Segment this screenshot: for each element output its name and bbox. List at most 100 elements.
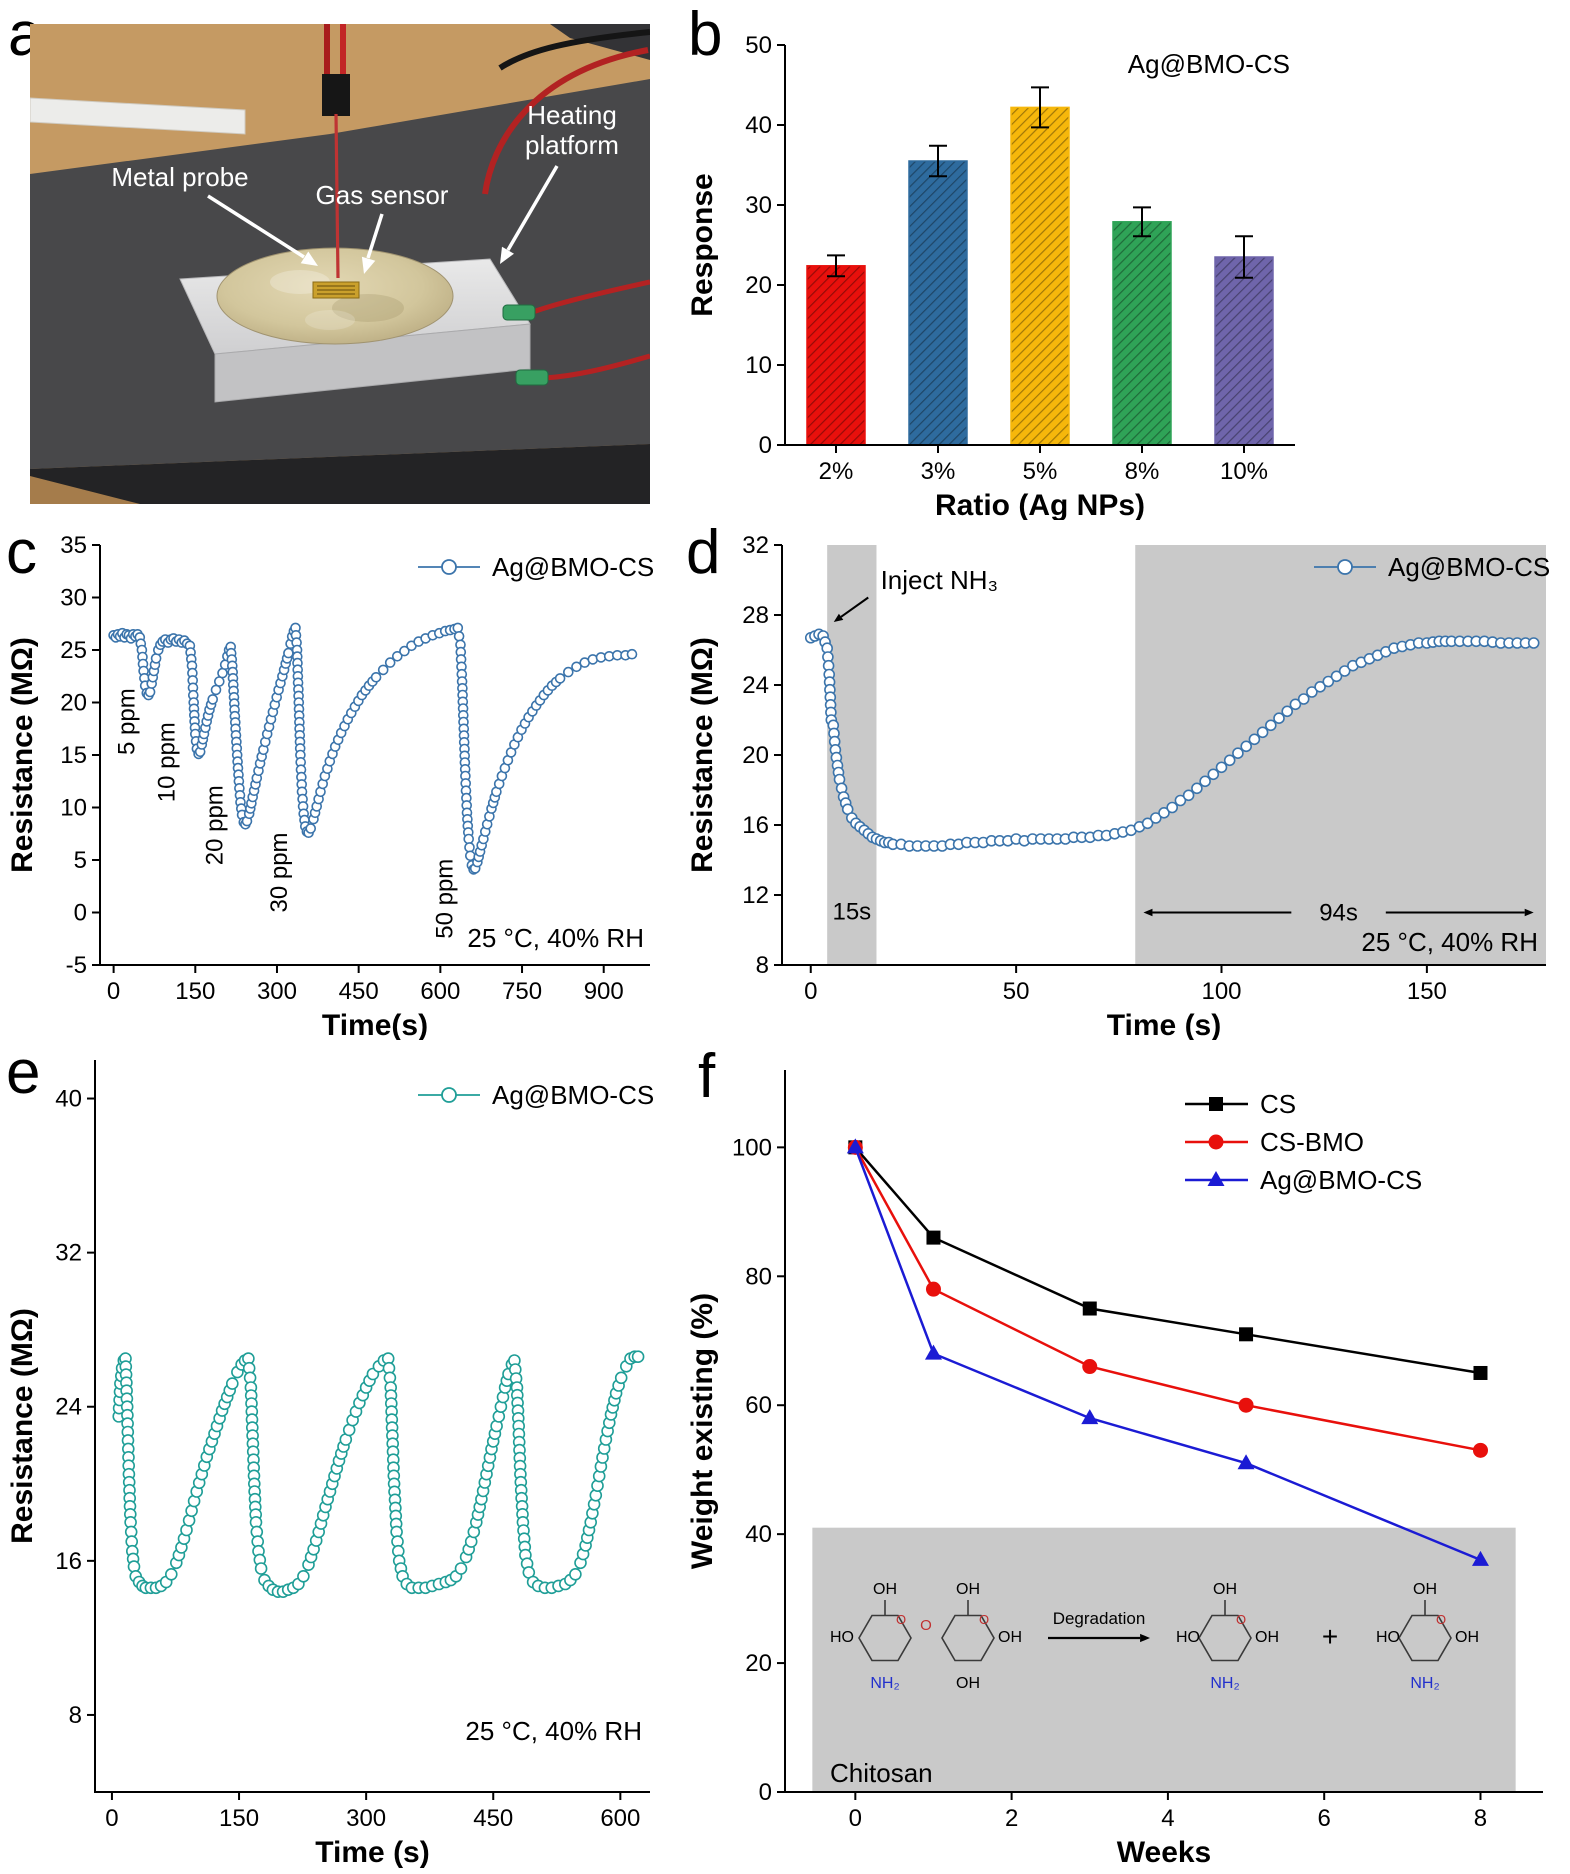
annotation-arrow <box>207 194 305 259</box>
ppm-annotation: 50 ppm <box>431 859 458 939</box>
panel-b-barchart: 0 10 20 30 40 50 2% 3% 5% 8% 10% Ratio (Ag NPs) Resp… <box>680 0 1570 522</box>
x-tick-label: 5% <box>1023 458 1058 485</box>
data-point-circle <box>1238 1397 1254 1413</box>
data-marker <box>370 672 382 683</box>
data-marker <box>1166 801 1179 814</box>
x-tick-label: 450 <box>473 1805 513 1832</box>
x-tick-label: 2% <box>819 458 854 485</box>
data-point-circle <box>925 1281 941 1297</box>
y-tick-label: 100 <box>732 1134 772 1161</box>
heating-platform-label-line2: platform <box>525 130 619 160</box>
data-marker <box>1527 637 1540 649</box>
y-tick-label: 32 <box>55 1240 82 1267</box>
data-marker <box>554 673 566 684</box>
terminal-connector <box>502 304 536 321</box>
red-wire <box>532 279 651 315</box>
y-tick-label: 10 <box>60 795 87 822</box>
probe-rail <box>29 97 246 135</box>
axes-spines <box>94 1060 650 1793</box>
data-point-circle <box>1472 1442 1488 1458</box>
shaded-region <box>1135 545 1546 965</box>
x-tick-label: 8 <box>1474 1805 1487 1832</box>
y-tick-label: 40 <box>745 112 772 139</box>
x-tick-label: 900 <box>584 978 624 1005</box>
series-line <box>854 1146 1481 1562</box>
heating-block-front <box>214 323 531 403</box>
ho-label: HO <box>1176 1629 1200 1646</box>
data-marker <box>1199 775 1211 788</box>
y-tick-label: 80 <box>745 1263 772 1290</box>
data-point-square <box>1082 1301 1097 1316</box>
y-axis-label: Resistance (MΩ) <box>6 637 39 873</box>
recovery-time-label: 94s <box>1319 900 1358 927</box>
x-axis-label: Time (s) <box>1107 1009 1221 1040</box>
data-marker <box>1158 806 1170 819</box>
legend-label: CS <box>1260 1089 1296 1119</box>
x-axis-label: Weeks <box>1117 1836 1212 1869</box>
oh-label: OH <box>1255 1629 1279 1646</box>
data-point-triangle <box>1207 1171 1225 1186</box>
data-marker <box>454 1562 468 1575</box>
data-point-triangle <box>1081 1409 1099 1425</box>
x-tick-label: 600 <box>420 978 460 1005</box>
y-axis-label: Response <box>686 173 719 316</box>
data-marker <box>1264 719 1277 732</box>
x-tick-label: 0 <box>849 1805 862 1832</box>
bridge-oxygen-label: O <box>920 1617 932 1634</box>
legend-label: Ag@BMO-CS <box>492 552 654 582</box>
terminal-connector <box>515 369 549 386</box>
data-point-triangle <box>1237 1454 1255 1470</box>
x-tick-label: 3% <box>921 458 956 485</box>
x-tick-label: 10% <box>1220 458 1268 485</box>
ppm-annotation: 30 ppm <box>266 832 293 912</box>
y-tick-label: 20 <box>742 742 769 769</box>
data-marker <box>1223 754 1236 767</box>
legend-label: Ag@BMO-CS <box>492 1080 654 1110</box>
panel-f-linechart: 0 20 40 60 80 100 0 2 4 6 8 Weeks Weight existing (%… <box>680 1040 1570 1874</box>
legend-label: Ag@BMO-CS <box>1260 1165 1422 1195</box>
y-tick-label: 10 <box>745 352 772 379</box>
metal-probe-needle <box>334 113 340 279</box>
data-marker <box>1256 726 1269 739</box>
data-marker <box>1240 740 1253 753</box>
y-tick-label: 5 <box>74 847 87 874</box>
x-tick-label: 4 <box>1161 1805 1174 1832</box>
y-tick-label: 20 <box>60 690 87 717</box>
data-marker <box>1191 782 1203 795</box>
y-tick-label: 20 <box>745 1650 772 1677</box>
panel-letter-c: c <box>6 518 37 587</box>
data-marker <box>377 664 389 676</box>
nh2-label: NH₂ <box>870 1675 899 1692</box>
bar <box>1214 256 1274 446</box>
x-axis-label: Ratio (Ag NPs) <box>935 489 1145 520</box>
y-tick-label: 24 <box>742 672 769 699</box>
y-tick-label: 30 <box>745 192 772 219</box>
y-tick-label: 32 <box>742 532 769 559</box>
data-marker <box>1273 712 1285 724</box>
data-marker <box>453 631 465 642</box>
y-tick-label: 8 <box>756 952 769 979</box>
sugar-ring <box>941 1614 995 1662</box>
oh-label: OH <box>873 1581 897 1598</box>
inset-band <box>812 1527 1516 1792</box>
data-marker <box>569 1567 582 1581</box>
data-marker <box>254 1562 268 1575</box>
disc-texture <box>332 294 404 322</box>
y-tick-label: 40 <box>55 1086 82 1113</box>
degradation-label: Degradation <box>1053 1609 1146 1628</box>
y-axis-label: Resistance (MΩ) <box>686 637 719 873</box>
data-marker <box>150 653 162 664</box>
ho-label: HO <box>830 1629 854 1646</box>
gas-sensor-label: Gas sensor <box>316 180 449 210</box>
panel-letter-b: b <box>688 0 723 69</box>
slab-front-edge <box>30 444 650 504</box>
arrowhead-icon <box>1524 908 1534 917</box>
response-time-label: 15s <box>832 899 871 926</box>
arrowhead-icon <box>300 251 318 266</box>
x-tick-label: 150 <box>219 1805 259 1832</box>
y-axis-label: Weight existing (%) <box>686 1293 719 1569</box>
data-point-circle <box>1208 1134 1224 1150</box>
x-tick-label: 0 <box>107 978 120 1005</box>
data-marker <box>1306 686 1318 698</box>
bar <box>908 160 968 446</box>
